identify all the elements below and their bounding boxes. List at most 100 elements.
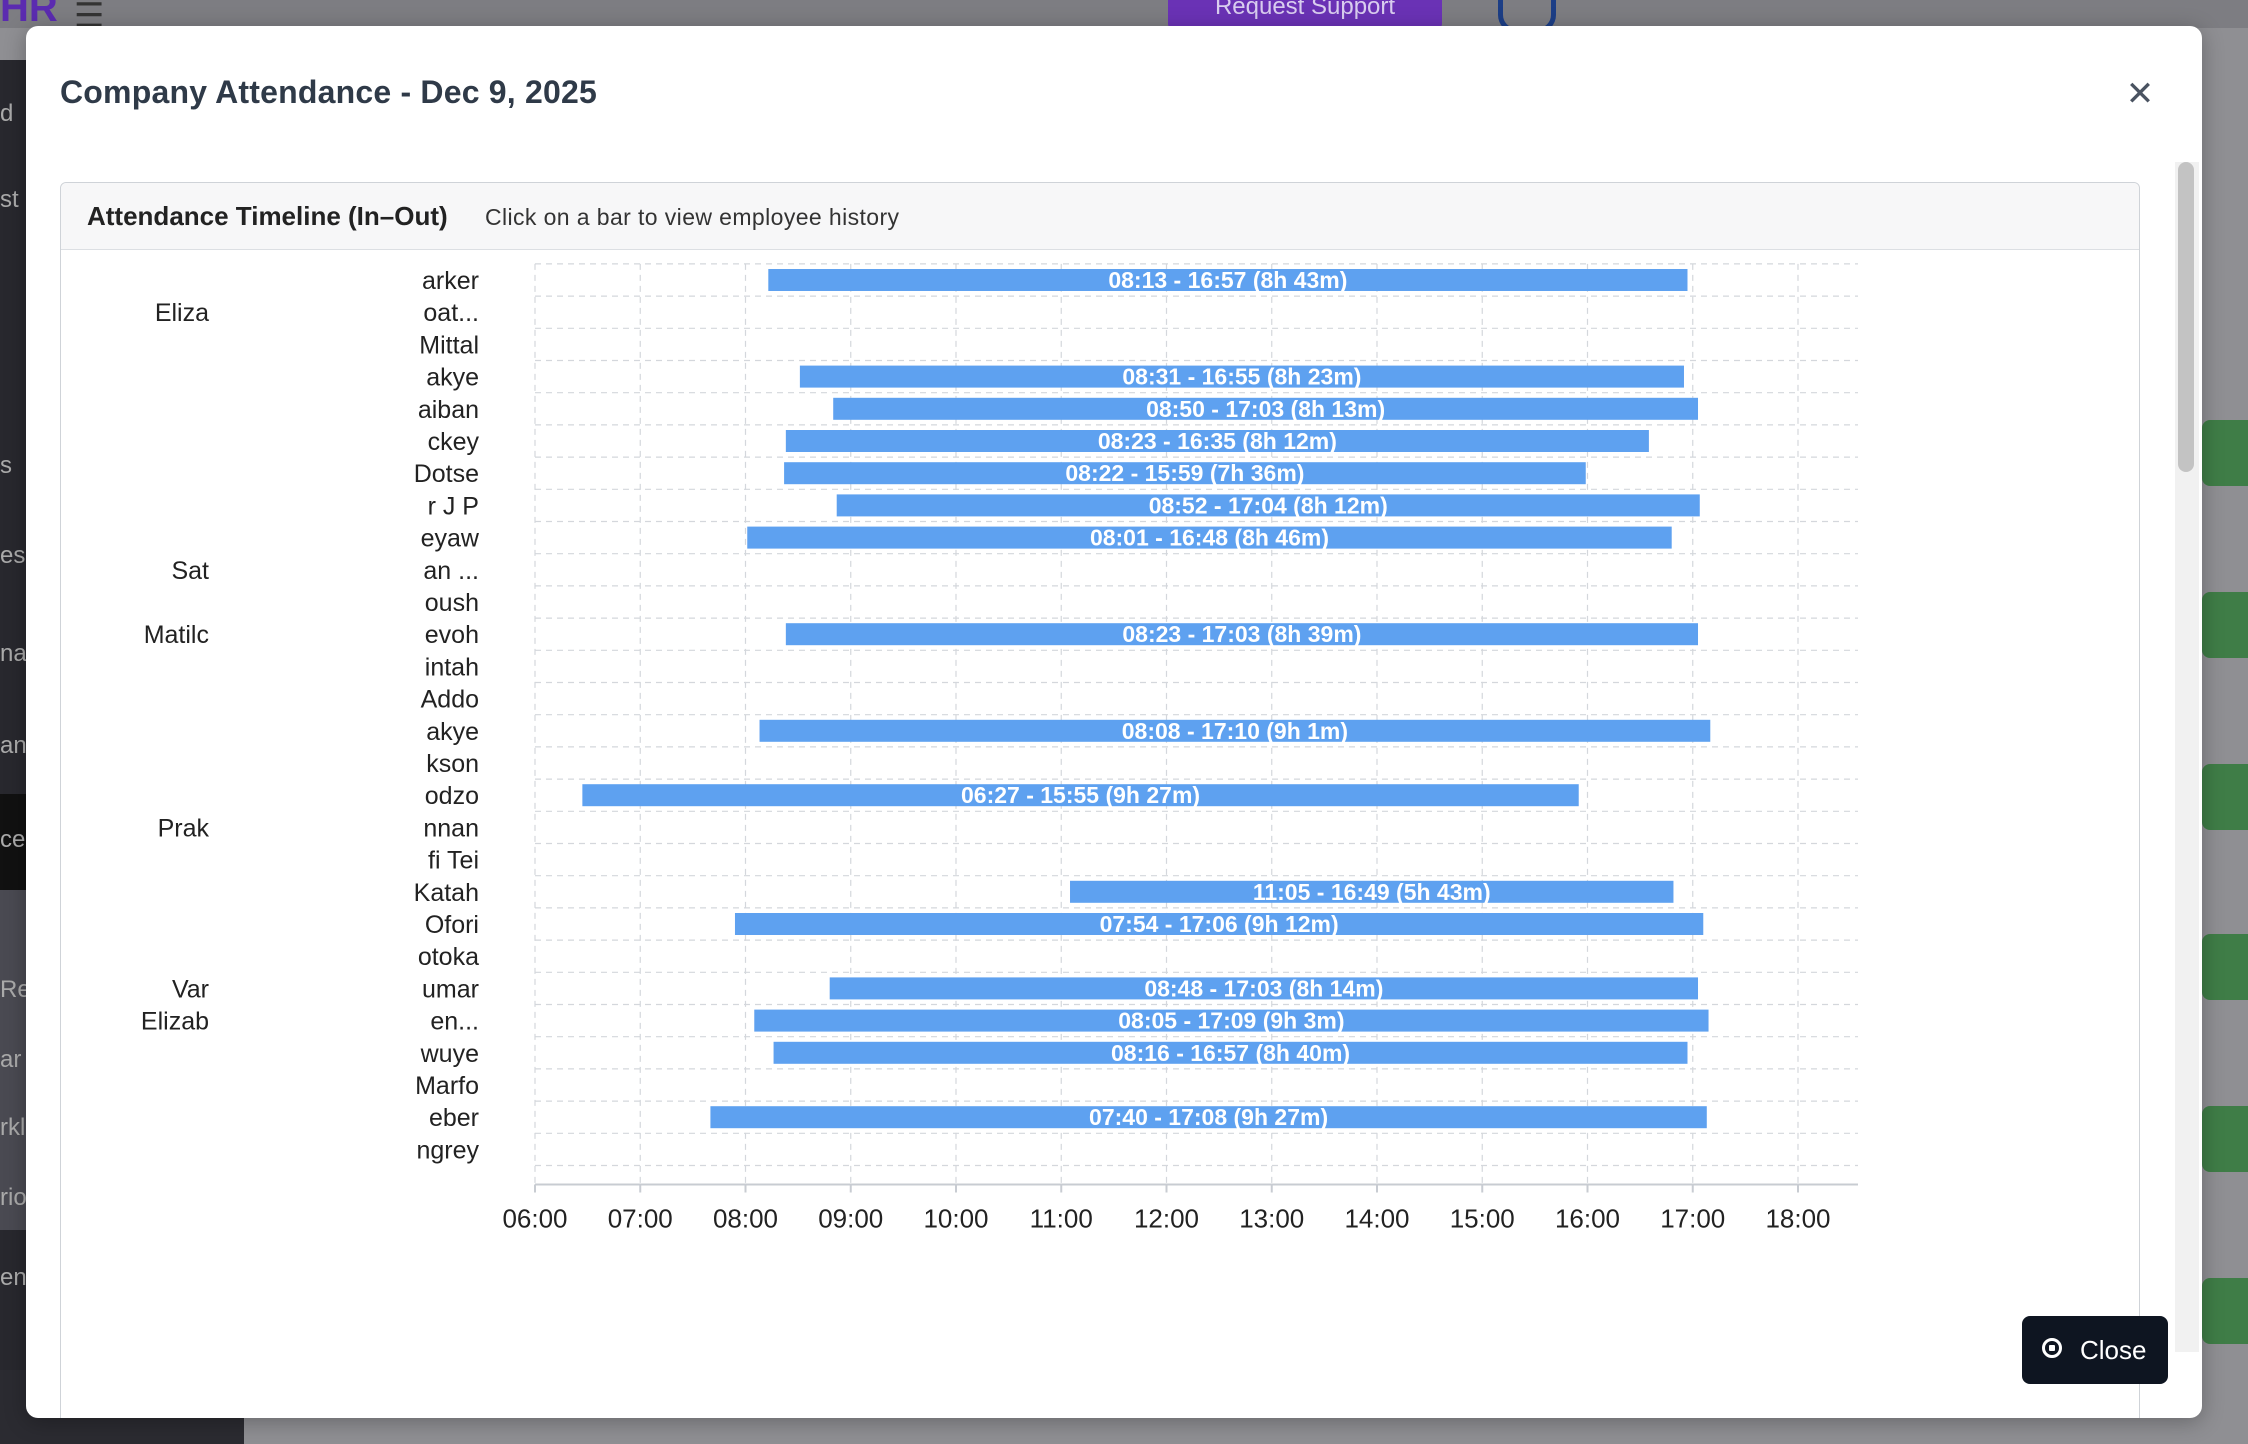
attendance-bar-label: 08:23 - 16:35 (8h 12m) [1098, 428, 1337, 454]
employee-name-label: Var [172, 975, 209, 1003]
employee-name-label: Matilc [144, 621, 209, 649]
y-tick-label: odzo [425, 782, 479, 810]
request-support-button[interactable]: Request Support [1168, 0, 1442, 28]
attendance-bar[interactable] [799, 365, 1684, 388]
x-tick-label: 18:00 [1765, 1204, 1830, 1234]
attendance-bar-label: 08:16 - 16:57 (8h 40m) [1111, 1040, 1350, 1066]
x-tick-label: 11:00 [1030, 1204, 1093, 1234]
x-tick-label: 10:00 [923, 1204, 988, 1234]
sidebar-item-fragment[interactable]: d [0, 100, 14, 127]
modal-title: Company Attendance - Dec 9, 2025 [60, 74, 597, 110]
attendance-bar-label: 08:23 - 17:03 (8h 39m) [1122, 621, 1361, 647]
card-title: Attendance Timeline (In–Out) [87, 201, 448, 231]
attendance-bar-label: 08:01 - 16:48 (8h 46m) [1090, 525, 1329, 551]
attendance-bar[interactable] [829, 977, 1699, 1000]
attendance-bar[interactable] [710, 1106, 1707, 1129]
attendance-bar[interactable] [785, 430, 1649, 452]
y-tick-label: arker [422, 267, 479, 295]
attendance-bar-label: 08:05 - 17:09 (9h 3m) [1118, 1008, 1344, 1034]
attendance-bar[interactable] [785, 623, 1699, 646]
attendance-bar[interactable] [773, 1041, 1688, 1064]
attendance-bar[interactable] [747, 526, 1672, 549]
sidebar-item-fragment[interactable]: st [0, 186, 19, 213]
sidebar-item-fragment[interactable]: na [0, 640, 27, 667]
y-tick-label: Ofori [425, 911, 479, 939]
attendance-bar[interactable] [754, 1009, 1709, 1032]
employee-name-label: Prak [158, 814, 210, 842]
x-tick-label: 14:00 [1344, 1204, 1409, 1234]
attendance-bar-label: 06:27 - 15:55 (9h 27m) [961, 782, 1200, 808]
attendance-bar[interactable] [833, 397, 1699, 420]
refresh-icon[interactable] [2202, 592, 2248, 658]
attendance-bar-label: 08:52 - 17:04 (8h 12m) [1149, 492, 1388, 518]
refresh-icon[interactable] [2202, 420, 2248, 486]
background-topbar [0, 0, 2248, 28]
card-subtitle: Click on a bar to view employee history [485, 204, 900, 230]
attendance-bar-label: 07:54 - 17:06 (9h 12m) [1100, 911, 1339, 937]
employee-name-label: Eliza [155, 299, 209, 327]
y-tick-label: oush [425, 589, 479, 617]
y-tick-label: Addo [421, 686, 479, 714]
sidebar-item-fragment[interactable]: s [0, 452, 12, 479]
attendance-bar-label: 08:50 - 17:03 (8h 13m) [1146, 396, 1385, 422]
attendance-bar[interactable] [734, 913, 1704, 935]
y-tick-label: Katah [414, 879, 479, 907]
attendance-bar-label: 08:22 - 15:59 (7h 36m) [1065, 460, 1304, 486]
attendance-bar[interactable] [759, 719, 1711, 742]
employee-name-label: Sat [171, 557, 209, 585]
attendance-bar-label: 08:48 - 17:03 (8h 14m) [1144, 975, 1383, 1001]
y-tick-label: oat... [423, 299, 479, 327]
refresh-icon[interactable] [2202, 934, 2248, 1000]
attendance-bar[interactable] [1070, 880, 1674, 903]
y-tick-label: an ... [423, 557, 479, 585]
y-tick-label: ngrey [416, 1136, 479, 1164]
attendance-bar[interactable] [836, 494, 1700, 517]
app-logo: HR [0, 0, 58, 30]
sidebar-item-fragment[interactable]: es [0, 542, 26, 569]
y-tick-label: eber [429, 1104, 479, 1132]
sidebar-item-fragment[interactable]: rkl [0, 1114, 26, 1141]
x-tick-label: 13:00 [1239, 1204, 1304, 1234]
attendance-bar[interactable] [582, 784, 1579, 807]
y-tick-label: nnan [423, 814, 479, 842]
card-header: Attendance Timeline (In–Out) Click on a … [61, 183, 2139, 250]
timeline-card: Attendance Timeline (In–Out) Click on a … [60, 182, 2140, 1418]
refresh-icon[interactable] [2202, 764, 2248, 830]
attendance-modal: Company Attendance - Dec 9, 2025 ✕ Atten… [26, 26, 2202, 1418]
stop-circle-icon [2042, 1338, 2062, 1358]
x-tick-label: 16:00 [1555, 1204, 1620, 1234]
sidebar-item-fragment[interactable]: ar [0, 1046, 22, 1073]
y-tick-label: eyaw [421, 525, 480, 553]
attendance-bar[interactable] [768, 269, 1688, 291]
sidebar-item-fragment[interactable]: an [0, 732, 27, 759]
attendance-bar-label: 11:05 - 16:49 (5h 43m) [1253, 879, 1491, 905]
employee-name-label: Elizab [141, 1008, 209, 1036]
attendance-bar[interactable] [784, 462, 1586, 485]
sidebar-submenu [0, 890, 26, 1230]
attendance-bar-label: 08:08 - 17:10 (9h 1m) [1122, 718, 1348, 744]
y-tick-label: intah [425, 653, 479, 681]
y-tick-label: akye [426, 364, 479, 392]
y-tick-label: r J P [428, 492, 479, 520]
x-tick-label: 15:00 [1450, 1204, 1515, 1234]
x-tick-label: 12:00 [1134, 1204, 1199, 1234]
sidebar-item-fragment[interactable]: Re [0, 976, 31, 1003]
refresh-icon[interactable] [2202, 1106, 2248, 1172]
close-button-label: Close [2080, 1335, 2147, 1365]
sidebar-item-fragment[interactable]: ce [0, 826, 26, 853]
refresh-icon[interactable] [2202, 1278, 2248, 1344]
y-tick-label: wuye [420, 1040, 479, 1068]
sidebar-item-fragment[interactable]: rio [0, 1184, 27, 1211]
y-tick-label: akye [426, 718, 479, 746]
y-tick-label: umar [422, 975, 479, 1003]
x-tick-label: 09:00 [818, 1204, 883, 1234]
close-icon[interactable]: ✕ [2125, 75, 2155, 113]
x-tick-label: 07:00 [608, 1204, 673, 1234]
y-tick-label: Dotse [414, 460, 479, 488]
close-button[interactable]: Close [2022, 1316, 2168, 1384]
x-tick-label: 17:00 [1660, 1204, 1725, 1234]
modal-scrollbar-thumb[interactable] [2178, 162, 2194, 472]
y-tick-label: Mittal [419, 331, 479, 359]
attendance-bar-label: 08:13 - 16:57 (8h 43m) [1108, 267, 1347, 293]
y-tick-label: evoh [425, 621, 479, 649]
